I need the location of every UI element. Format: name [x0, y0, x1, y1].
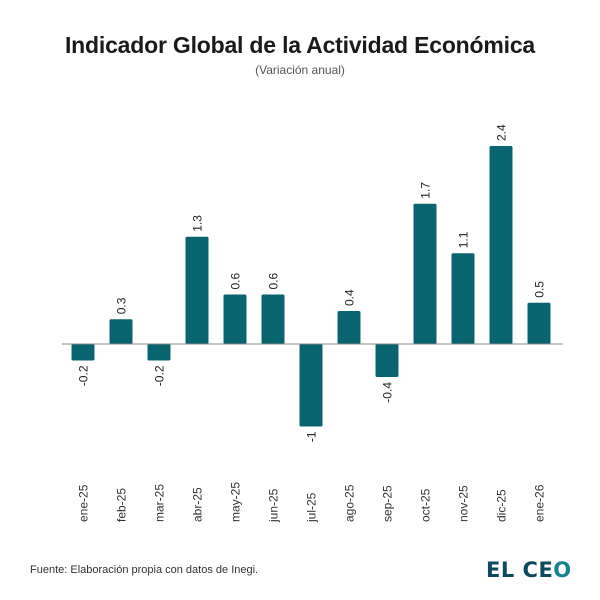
- bar-mar-25: [147, 344, 171, 361]
- value-label-nov-25: 1.1: [457, 231, 471, 248]
- category-label-mar-25: mar-25: [153, 484, 167, 522]
- category-label-ene-25: ene-25: [77, 484, 91, 522]
- value-labels-group: -0.2 0.3 -0.2 1.3 0.6 0.6 -1 0.4 -0.4 1.7 1.1 2.4 0.…: [77, 124, 547, 442]
- value-label-dic-25: 2.4: [495, 124, 509, 141]
- chart-subtitle: (Variación anual): [255, 63, 345, 77]
- logo-text: EL CE: [486, 558, 554, 582]
- category-label-jul-25: jul-25: [305, 492, 319, 523]
- value-label-mar-25: -0.2: [153, 365, 167, 386]
- logo-o: O: [553, 558, 572, 582]
- category-label-may-25: may-25: [229, 482, 243, 522]
- bar-jul-25: [299, 344, 323, 427]
- bar-oct-25: [413, 203, 437, 344]
- bar-ene-26: [527, 302, 551, 344]
- bars-group: [71, 146, 551, 427]
- value-label-jun-25: 0.6: [267, 272, 281, 289]
- bar-jun-25: [261, 294, 285, 344]
- bar-nov-25: [451, 253, 475, 344]
- value-label-abr-25: 1.3: [191, 215, 205, 232]
- category-label-nov-25: nov-25: [457, 485, 471, 522]
- value-label-ene-25: -0.2: [77, 365, 91, 386]
- value-label-ago-25: 0.4: [343, 289, 357, 306]
- brand-logo: EL CEO: [486, 558, 572, 582]
- bar-ene-25: [71, 344, 95, 361]
- value-label-ene-26: 0.5: [533, 281, 547, 298]
- bar-feb-25: [109, 319, 133, 344]
- bar-ago-25: [337, 311, 361, 344]
- category-labels-group: ene-25 feb-25 mar-25 abr-25 may-25 jun-25 jul-…: [77, 482, 547, 523]
- value-label-oct-25: 1.7: [419, 182, 433, 199]
- bar-may-25: [223, 294, 247, 344]
- category-label-sep-25: sep-25: [381, 485, 395, 522]
- value-label-sep-25: -0.4: [381, 382, 395, 403]
- bar-sep-25: [375, 344, 399, 377]
- source-note: Fuente: Elaboración propia con datos de …: [30, 564, 259, 576]
- category-label-jun-25: jun-25: [267, 488, 281, 523]
- chart-title: Indicador Global de la Actividad Económi…: [64, 32, 536, 58]
- value-label-jul-25: -1: [305, 431, 319, 442]
- category-label-dic-25: dic-25: [495, 489, 509, 522]
- bar-abr-25: [185, 236, 209, 344]
- category-label-ago-25: ago-25: [343, 484, 357, 522]
- category-label-abr-25: abr-25: [191, 487, 205, 522]
- category-label-oct-25: oct-25: [419, 488, 433, 522]
- category-label-ene-26: ene-26: [533, 484, 547, 522]
- category-label-feb-25: feb-25: [115, 488, 129, 522]
- bar-dic-25: [489, 146, 513, 344]
- value-label-feb-25: 0.3: [115, 297, 129, 314]
- value-label-may-25: 0.6: [229, 272, 243, 289]
